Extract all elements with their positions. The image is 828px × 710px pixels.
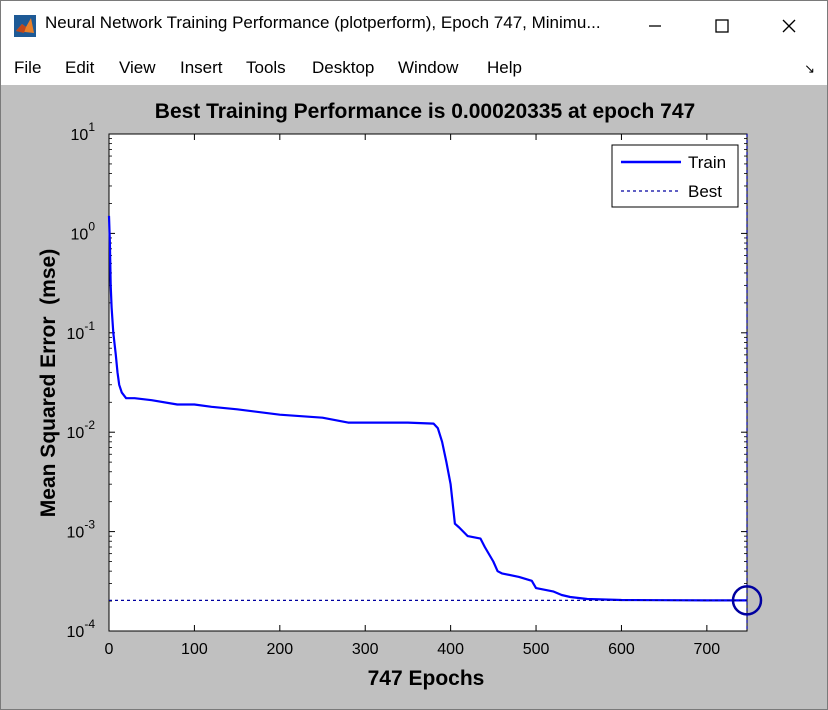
menu-bar: File Edit View Insert Tools Desktop Wind…	[1, 51, 827, 85]
performance-chart: Best Training Performance is 0.00020335 …	[37, 100, 763, 690]
x-tick-label: 600	[608, 641, 635, 658]
window-title: Neural Network Training Performance (plo…	[45, 13, 601, 32]
y-tick-label: 100	[71, 219, 96, 243]
y-axis-label: Mean Squared Error (mse)	[37, 249, 60, 517]
close-button[interactable]	[759, 1, 819, 51]
minimize-button[interactable]	[625, 1, 685, 51]
menu-view[interactable]: View	[119, 58, 156, 77]
legend-best-label: Best	[688, 182, 722, 201]
menu-edit[interactable]: Edit	[65, 58, 95, 77]
legend-train-label: Train	[688, 153, 726, 172]
x-tick-label: 400	[437, 641, 464, 658]
x-tick-label: 200	[266, 641, 293, 658]
title-bar[interactable]: Neural Network Training Performance (plo…	[1, 1, 827, 51]
chart-legend: Train Best	[611, 144, 739, 208]
x-tick-label: 0	[105, 641, 114, 658]
y-tick-label: 10-1	[67, 319, 96, 343]
menu-help[interactable]: Help	[487, 58, 522, 77]
chart-title: Best Training Performance is 0.00020335 …	[155, 100, 695, 123]
menu-insert[interactable]: Insert	[180, 58, 223, 77]
menu-desktop[interactable]: Desktop	[312, 58, 375, 77]
series-train-line	[107, 215, 747, 602]
matlab-icon	[14, 15, 36, 37]
legend-box	[611, 144, 739, 208]
maximize-button[interactable]	[692, 1, 752, 51]
menu-tools[interactable]: Tools	[246, 58, 286, 77]
x-axis-label: 747 Epochs	[368, 667, 485, 690]
close-icon	[782, 19, 796, 33]
x-tick-label: 300	[352, 641, 379, 658]
y-tick-label: 10-4	[67, 617, 96, 641]
minimize-icon	[649, 25, 661, 27]
x-tick-label: 700	[694, 641, 721, 658]
maximize-icon	[715, 19, 729, 33]
best-point-marker	[731, 585, 763, 616]
plot-area	[108, 133, 748, 632]
menu-window[interactable]: Window	[398, 58, 459, 77]
y-tick-label: 10-2	[67, 418, 96, 442]
dock-arrow-icon[interactable]: ↘	[804, 61, 815, 76]
x-tick-label: 500	[523, 641, 550, 658]
menu-file[interactable]: File	[14, 58, 42, 77]
x-tick-label: 100	[181, 641, 208, 658]
figure-area: Best Training Performance is 0.00020335 …	[1, 85, 827, 709]
y-tick-label: 10-3	[67, 518, 96, 542]
y-tick-label: 101	[71, 120, 96, 144]
